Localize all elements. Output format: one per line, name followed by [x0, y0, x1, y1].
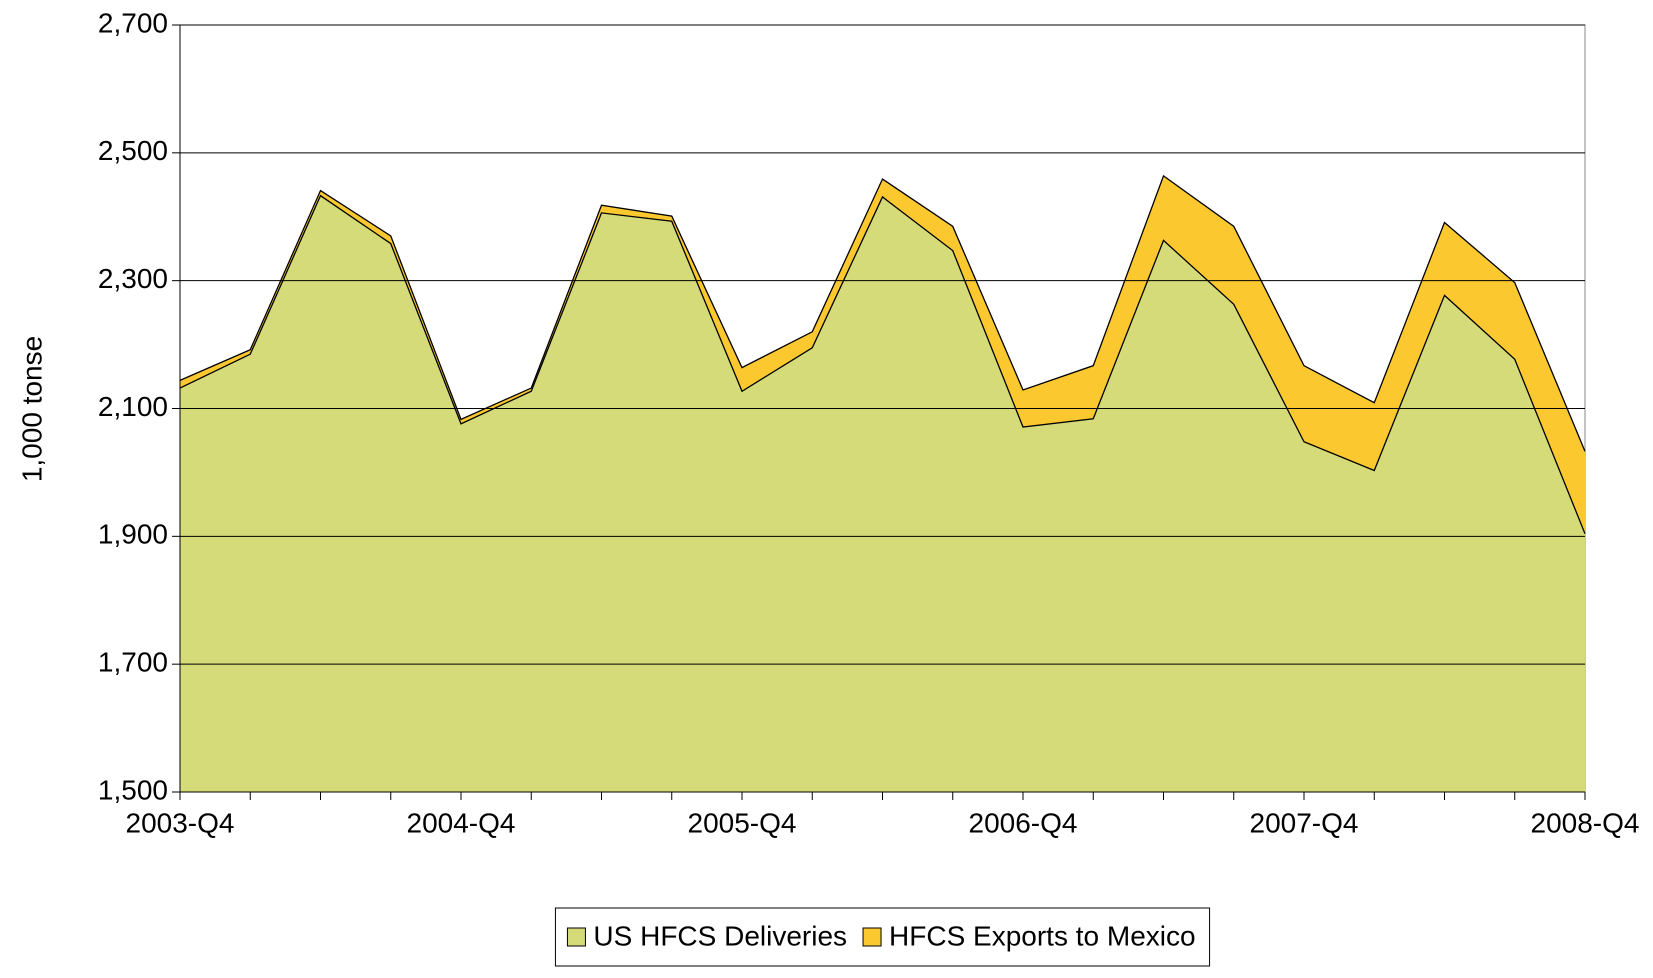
- y-tick-label: 2,700: [98, 7, 168, 38]
- y-tick-label: 1,900: [98, 519, 168, 550]
- x-tick-label: 2004-Q4: [407, 807, 516, 838]
- area-fill: [180, 195, 1585, 793]
- legend-swatch: [566, 927, 586, 947]
- area-line: [179, 194, 1586, 535]
- legend-swatch: [862, 927, 882, 947]
- legend-box: [554, 907, 1211, 967]
- legend-label: HFCS Exports to Mexico: [889, 920, 1196, 951]
- y-tick-label: 2,100: [98, 391, 168, 422]
- area-line: [179, 174, 1586, 452]
- area-fill: [180, 175, 1585, 534]
- y-tick-label: 1,500: [98, 774, 168, 805]
- x-tick-label: 2003-Q4: [126, 807, 235, 838]
- legend: US HFCS Deliveries HFCS Exports to Mexico: [554, 907, 1211, 967]
- x-tick-label: 2006-Q4: [969, 807, 1078, 838]
- y-tick-label: 1,700: [98, 647, 168, 678]
- x-tick-label: 2005-Q4: [688, 807, 797, 838]
- y-tick-label: 2,500: [98, 135, 168, 166]
- legend-label: US HFCS Deliveries: [593, 920, 847, 951]
- y-tick-label: 2,300: [98, 263, 168, 294]
- x-tick-label: 2007-Q4: [1250, 807, 1359, 838]
- x-tick-label: 2008-Q4: [1531, 807, 1640, 838]
- y-axis-title: 1,000 tonse: [16, 336, 47, 482]
